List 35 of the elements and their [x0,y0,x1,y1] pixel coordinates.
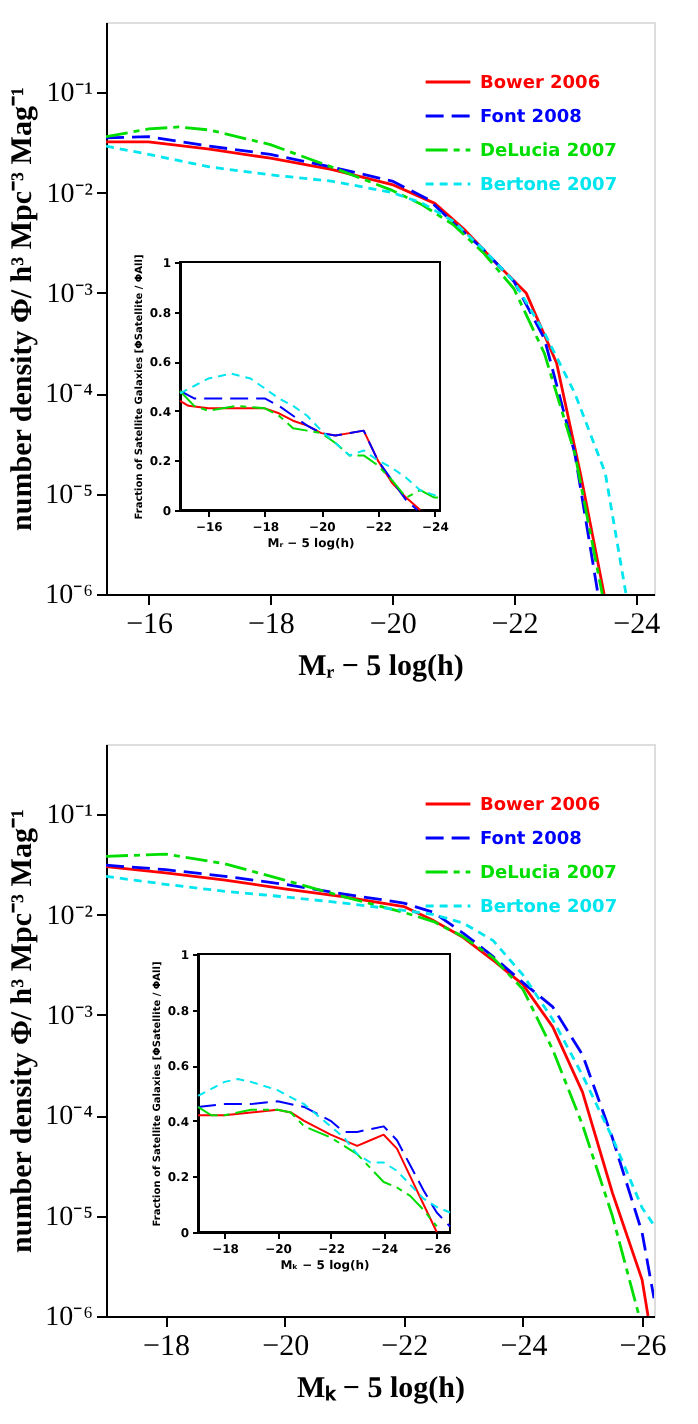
legend-label: Font 2008 [480,108,582,128]
y-tick-label: 10⁻³ [46,1001,93,1032]
y-tick-label: 10⁻⁶ [45,581,94,611]
legend-label: Bower 2006 [480,796,601,816]
y-tick-label: 10⁻¹ [46,801,93,832]
x-tick-label: −24 [613,609,662,641]
legend-label: DeLucia 2007 [480,864,617,884]
y-axis-title: number density Φ/ h³ Mpc⁻³ Mag⁻¹ [7,809,40,1253]
x-tick-label: −20 [369,609,417,641]
legend-label: DeLucia 2007 [480,142,617,162]
x-tick-label: −24 [500,1331,549,1363]
y-tick-label: 10⁻³ [46,279,93,310]
x-tick-label: −26 [619,1331,668,1363]
x-tick-label: −16 [126,609,175,641]
x-tick-label: −20 [262,1331,310,1363]
x-tick-label: −22 [381,1331,429,1363]
legend-label: Font 2008 [480,830,582,850]
x-tick-label: −18 [143,1331,191,1363]
y-tick-label: 10⁻⁶ [45,1303,94,1333]
line-series [197,1078,451,1214]
y-axis-title: number density Φ/ h³ Mpc⁻³ Mag⁻¹ [7,87,40,531]
y-tick-label: 10⁻⁴ [45,380,94,411]
y-tick-label: 10⁻² [46,179,93,210]
x-tick-label: −18 [247,609,295,641]
x-axis-title: Mᵣ − 5 log(h) [298,651,464,683]
x-axis-title: Mₖ − 5 log(h) [297,1373,465,1405]
legend-label: Bertone 2007 [480,176,618,196]
y-tick-label: 10⁻⁵ [45,480,94,511]
y-tick-label: 10⁻⁴ [45,1102,94,1133]
legend-label: Bertone 2007 [480,898,618,918]
x-tick-label: −22 [491,609,539,641]
y-tick-label: 10⁻¹ [46,79,93,110]
y-tick-label: 10⁻⁵ [45,1202,94,1233]
y-tick-label: 10⁻² [46,901,93,932]
legend-label: Bower 2006 [480,74,601,94]
